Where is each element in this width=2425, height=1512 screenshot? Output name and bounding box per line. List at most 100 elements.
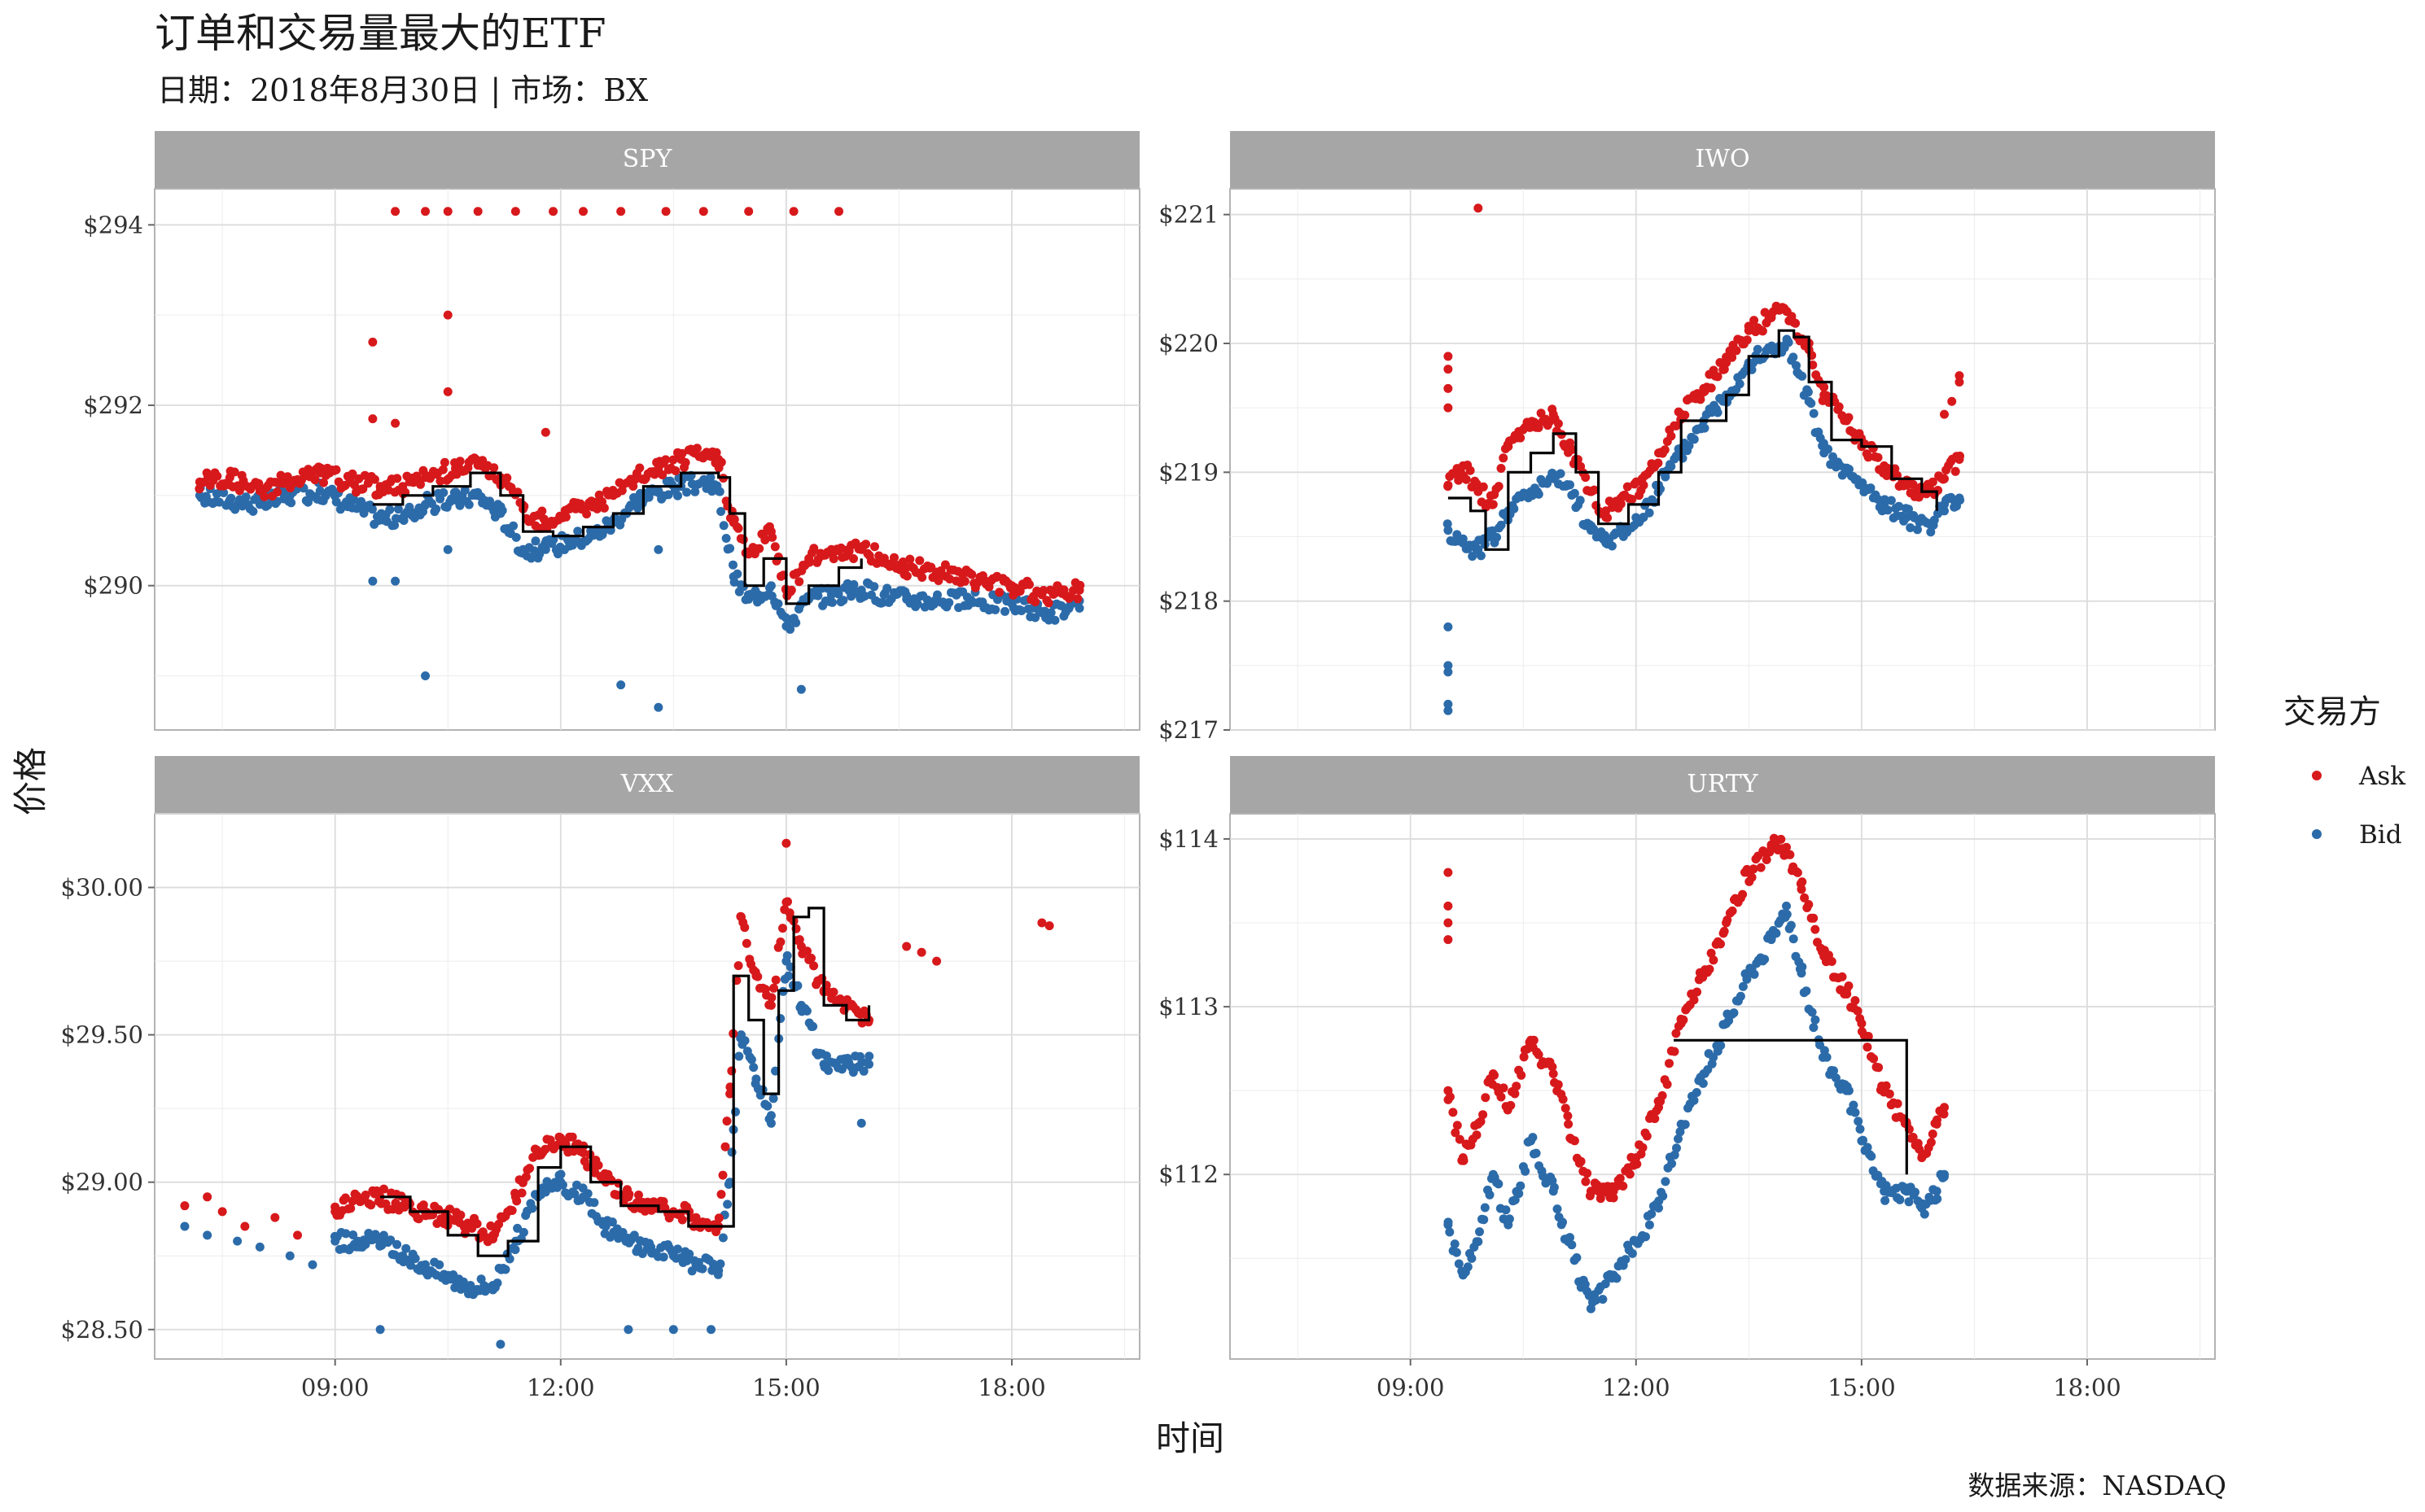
- ask-point: [807, 953, 816, 963]
- bid-point: [1000, 606, 1009, 616]
- bid-point: [773, 599, 783, 609]
- bid-point: [255, 1242, 265, 1252]
- ask-point: [776, 937, 786, 946]
- ask-point: [1727, 906, 1737, 916]
- bid-point: [796, 684, 806, 694]
- ask-point: [1722, 918, 1731, 928]
- ask-point: [740, 923, 750, 933]
- bid-point: [1904, 1197, 1914, 1207]
- ask-point: [634, 1191, 643, 1200]
- ask-point: [661, 455, 671, 465]
- ask-point: [849, 554, 858, 563]
- bid-point: [1670, 1150, 1679, 1160]
- bid-point: [1558, 1217, 1567, 1227]
- ask-point: [361, 1191, 370, 1200]
- bid-point: [1841, 1086, 1851, 1095]
- chart-subtitle: 日期：2018年8月30日 | 市场：BX: [157, 72, 648, 108]
- bid-point: [802, 1006, 812, 1016]
- bid-point: [729, 572, 738, 582]
- bid-point: [233, 1236, 243, 1246]
- bid-point: [1075, 603, 1084, 613]
- bid-point: [682, 487, 692, 497]
- bid-point: [203, 1230, 212, 1240]
- ask-point: [1834, 402, 1844, 412]
- ask-point: [1517, 1070, 1526, 1080]
- ask-point: [608, 491, 618, 500]
- bid-point: [385, 505, 395, 514]
- plot-marks: [1442, 203, 1965, 715]
- bid-point: [443, 1272, 453, 1282]
- bid-point: [1467, 1253, 1477, 1263]
- facet-label: VXX: [620, 770, 674, 798]
- ask-point: [1494, 482, 1504, 492]
- ask-point: [960, 576, 970, 586]
- ask-point: [1699, 968, 1709, 978]
- bid-point: [791, 618, 801, 627]
- bid-point: [607, 1217, 617, 1227]
- x-tick-label: 15:00: [1828, 1374, 1896, 1401]
- bid-point: [1468, 552, 1477, 562]
- ask-point: [421, 473, 430, 483]
- ask-point: [510, 207, 520, 216]
- bid-point: [834, 589, 843, 599]
- bid-point: [1017, 606, 1026, 615]
- ask-point: [1443, 403, 1453, 413]
- bid-point: [1450, 1239, 1460, 1249]
- bid-point: [1940, 506, 1949, 516]
- ask-point: [567, 1132, 577, 1142]
- facet-label: URTY: [1687, 770, 1758, 798]
- x-tick-label: 12:00: [1602, 1374, 1670, 1401]
- bid-point: [1744, 968, 1753, 978]
- ask-point: [1496, 1092, 1506, 1102]
- ask-point: [1902, 480, 1911, 490]
- ask-point: [1666, 431, 1676, 441]
- ask-point: [1692, 987, 1702, 997]
- bid-point: [401, 1243, 411, 1253]
- bid-point: [496, 509, 506, 518]
- trade-price-line: [380, 907, 871, 1257]
- ask-point: [1744, 326, 1753, 335]
- ask-point: [203, 1192, 212, 1202]
- ask-point: [1800, 893, 1810, 902]
- ask-point: [1461, 474, 1471, 484]
- ask-point: [1797, 885, 1806, 894]
- y-tick-label: $221: [1158, 201, 1219, 229]
- bid-point: [793, 981, 803, 990]
- ask-point: [1893, 1099, 1902, 1108]
- bid-point: [1819, 448, 1829, 458]
- bid-point: [716, 1259, 725, 1269]
- panel-background: [154, 188, 1140, 731]
- y-tick-label: $217: [1158, 716, 1219, 744]
- ask-point: [1548, 409, 1558, 419]
- ask-point: [1534, 423, 1543, 432]
- bid-point: [1644, 1220, 1654, 1230]
- bid-point: [1857, 1136, 1867, 1146]
- ask-point: [212, 471, 222, 481]
- bid-point: [714, 1265, 724, 1275]
- bid-point: [668, 1251, 678, 1261]
- plot-marks: [195, 207, 1085, 712]
- ask-point: [1548, 1069, 1558, 1078]
- panel-background: [154, 813, 1140, 1360]
- ask-point: [829, 554, 838, 564]
- ask-point: [541, 518, 550, 527]
- ask-point: [967, 570, 977, 579]
- ask-point: [1458, 1153, 1468, 1163]
- bid-point: [431, 505, 441, 513]
- ask-point: [1706, 948, 1716, 958]
- bid-point: [1548, 474, 1558, 483]
- bid-point: [1797, 371, 1807, 381]
- bid-point: [1598, 1295, 1608, 1304]
- ask-point: [1868, 444, 1878, 453]
- ask-point: [1706, 383, 1716, 393]
- bid-point: [527, 1204, 537, 1213]
- ask-point: [1670, 1047, 1679, 1056]
- ask-point: [771, 975, 781, 985]
- bid-point: [1713, 408, 1722, 417]
- ask-point: [366, 1200, 376, 1210]
- bid-point: [443, 544, 453, 554]
- bid-point: [819, 1060, 829, 1069]
- bid-point: [1926, 527, 1936, 537]
- bid-point: [375, 1325, 385, 1335]
- x-tick-label: 18:00: [2053, 1374, 2121, 1401]
